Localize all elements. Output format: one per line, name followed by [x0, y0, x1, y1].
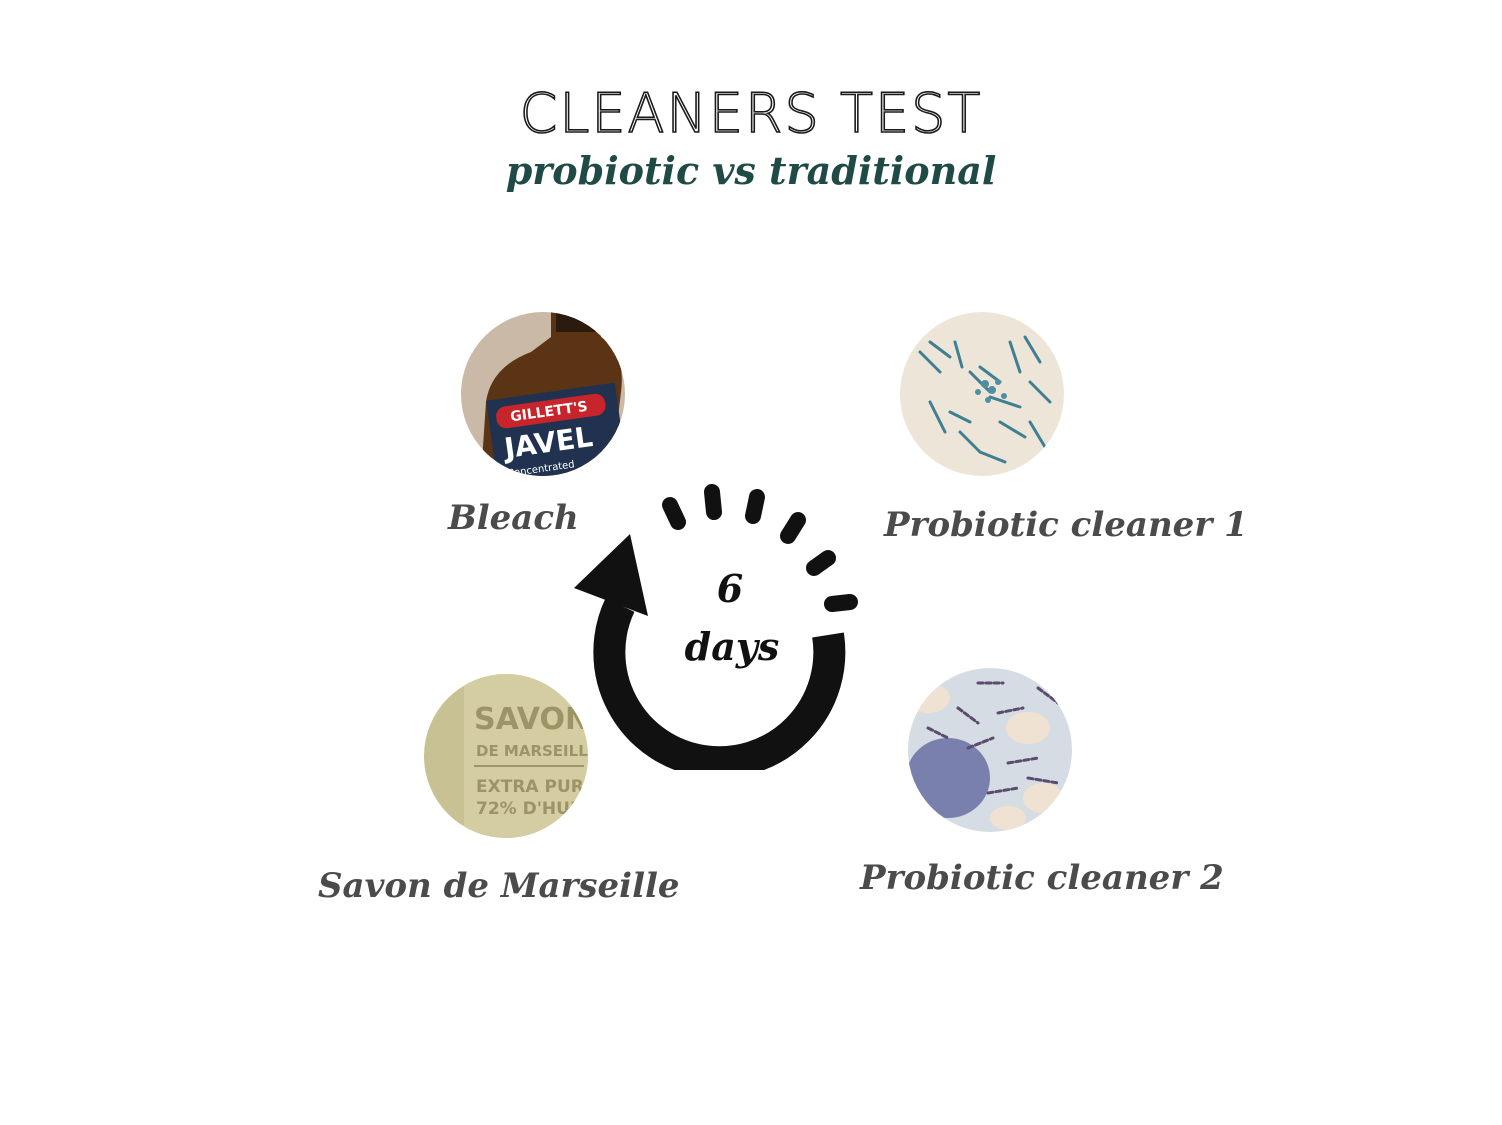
probiotic-1-image [900, 312, 1064, 476]
cycle-unit: days [684, 624, 780, 669]
cycle-number: 6 [716, 566, 744, 611]
page-title: CLEANERS TEST [519, 81, 983, 146]
bleach-label: Bleach [448, 498, 579, 538]
soap-text-4: 72% D'HUIL [476, 799, 587, 819]
soap-text-2: DE MARSEILLE [476, 742, 588, 760]
soap-image: SAVON DE MARSEILLE EXTRA PUR 72% D'HUIL [424, 674, 588, 838]
bleach-image: GILLETT'S JAVEL Concentrated [461, 312, 625, 476]
probiotic-2-label: Probiotic cleaner 2 [860, 858, 1224, 898]
probiotic-2-image [908, 668, 1072, 832]
cycle-arrow-icon [574, 484, 858, 770]
probiotic-1-label: Probiotic cleaner 1 [884, 505, 1248, 545]
soap-text-3: EXTRA PUR [476, 777, 584, 797]
soap-label: Savon de Marseille [318, 866, 680, 906]
page-subtitle: probiotic vs traditional [505, 148, 997, 193]
soap-text-1: SAVON [474, 702, 588, 737]
